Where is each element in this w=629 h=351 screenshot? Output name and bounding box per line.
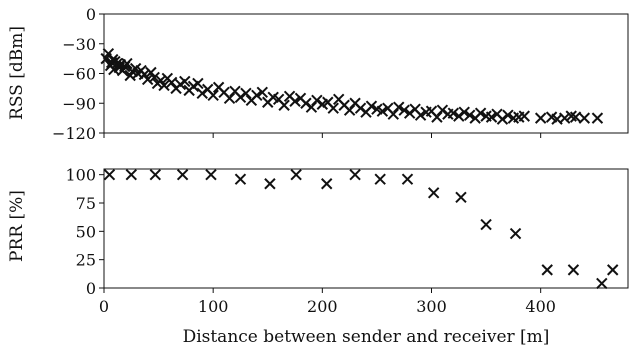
data-point-marker: [145, 66, 157, 79]
data-point-marker: [320, 178, 333, 190]
y-tick-label: −60: [62, 65, 96, 84]
prr-y-axis: 0 25 50 75 100: [65, 166, 104, 298]
data-point-marker: [534, 112, 547, 124]
data-point-marker: [455, 191, 467, 204]
data-point-marker: [240, 87, 252, 100]
prr-scatter-points: [103, 168, 619, 290]
x-tick-label: 300: [416, 297, 447, 316]
x-tick-label: 0: [99, 297, 109, 316]
data-point-marker: [447, 107, 460, 119]
data-point-marker: [148, 71, 160, 84]
data-point-marker: [398, 104, 410, 116]
data-point-marker: [207, 89, 219, 102]
data-point-marker: [509, 227, 522, 240]
data-point-marker: [121, 57, 133, 70]
prr-x-axis: 0 100 200 300 400: [99, 288, 556, 316]
data-point-marker: [103, 168, 116, 181]
y-tick-label: 75: [76, 194, 96, 213]
data-point-marker: [401, 173, 414, 185]
data-point-marker: [607, 264, 619, 276]
data-point-marker: [541, 264, 553, 276]
data-point-marker: [264, 178, 276, 190]
data-point-marker: [436, 104, 449, 116]
data-point-marker: [149, 168, 162, 181]
data-point-marker: [591, 112, 604, 124]
data-point-marker: [376, 105, 389, 117]
y-tick-label: −90: [62, 94, 96, 113]
y-tick-label: 100: [65, 166, 96, 185]
data-point-marker: [474, 107, 487, 119]
data-point-marker: [414, 109, 427, 121]
data-point-marker: [458, 106, 470, 118]
data-point-marker: [365, 100, 378, 112]
y-tick-label: −120: [52, 124, 96, 143]
data-point-marker: [567, 264, 580, 276]
y-tick-label: 0: [86, 279, 96, 298]
prr-plot-frame: [103, 168, 629, 289]
prr-panel: 0 25 50 75 100 0 100 200 300 400 PRR [%] Distanc…: [7, 166, 629, 347]
data-point-marker: [374, 173, 386, 185]
y-tick-label: 25: [76, 251, 96, 270]
data-point-marker: [349, 168, 361, 181]
y-tick-label: 50: [76, 222, 96, 241]
data-point-marker: [464, 109, 476, 121]
rss-plot-frame: [103, 13, 629, 134]
rss-y-axis-label: RSS [dBm]: [7, 26, 27, 120]
data-point-marker: [354, 102, 367, 114]
data-point-marker: [251, 89, 263, 102]
data-point-marker: [387, 108, 399, 120]
x-tick-label: 200: [307, 297, 338, 316]
data-point-marker: [256, 86, 268, 99]
data-point-marker: [176, 168, 189, 181]
y-tick-label: 0: [86, 5, 96, 24]
data-point-marker: [496, 113, 509, 125]
data-point-marker: [578, 112, 591, 124]
data-point-marker: [141, 73, 154, 86]
data-point-marker: [234, 173, 247, 185]
data-point-marker: [343, 104, 356, 116]
rss-scatter-points: [100, 47, 604, 125]
data-point-marker: [311, 94, 323, 106]
data-point-marker: [431, 111, 443, 123]
data-point-marker: [158, 79, 170, 92]
data-point-marker: [393, 101, 405, 113]
data-point-marker: [485, 111, 498, 123]
rss-panel: 0 −30 −60 −90 −120 RSS [dBm]: [7, 5, 629, 143]
rss-y-axis: 0 −30 −60 −90 −120: [52, 5, 104, 143]
data-point-marker: [453, 110, 465, 122]
data-point-marker: [558, 112, 571, 124]
data-point-marker: [327, 102, 339, 114]
data-point-marker: [125, 168, 137, 181]
data-point-marker: [196, 87, 208, 100]
data-point-marker: [289, 95, 301, 107]
data-point-marker: [155, 74, 167, 87]
rss-x-axis: [103, 133, 542, 138]
data-point-marker: [305, 101, 318, 113]
data-point-marker: [290, 168, 302, 181]
data-point-marker: [179, 75, 191, 88]
data-point-marker: [427, 187, 440, 199]
data-point-marker: [192, 77, 204, 90]
y-tick-label: −30: [62, 35, 96, 54]
data-point-marker: [205, 168, 217, 181]
data-point-marker: [596, 277, 608, 290]
x-tick-label: 400: [525, 297, 556, 316]
data-point-marker: [223, 92, 236, 104]
data-point-marker: [278, 99, 290, 111]
x-axis-label: Distance between sender and receiver [m]: [183, 327, 550, 347]
data-point-marker: [300, 97, 312, 109]
x-tick-label: 100: [198, 297, 229, 316]
data-point-marker: [518, 110, 530, 122]
data-point-marker: [502, 109, 514, 121]
data-point-marker: [234, 91, 247, 104]
data-point-marker: [403, 107, 416, 119]
data-point-marker: [138, 68, 151, 81]
prr-y-axis-label: PRR [%]: [7, 190, 27, 262]
data-point-marker: [165, 76, 178, 89]
data-point-marker: [480, 218, 492, 231]
